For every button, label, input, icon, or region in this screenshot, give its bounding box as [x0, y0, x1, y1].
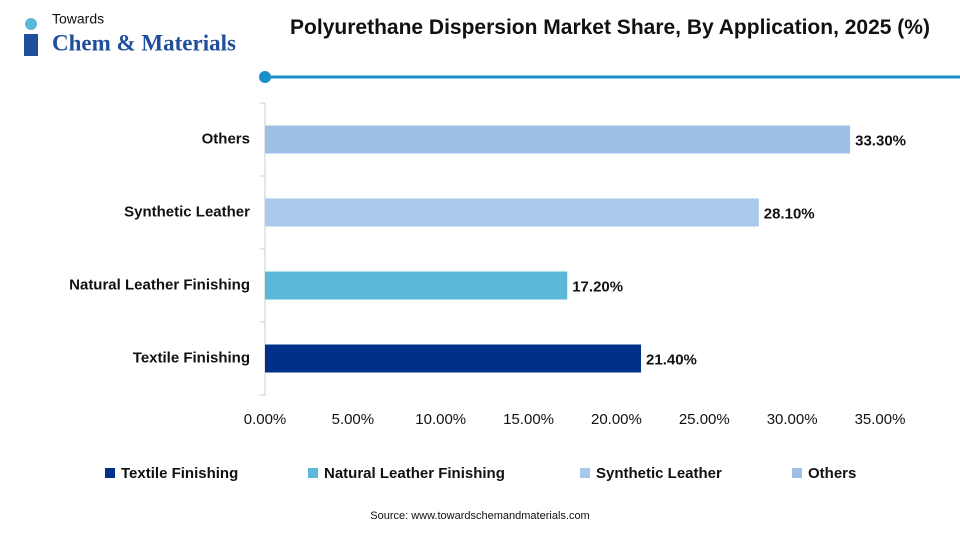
logo-icon: [25, 18, 37, 30]
x-tick-label: 30.00%: [767, 411, 818, 428]
y-tick-label: Natural Leather Finishing: [69, 276, 250, 293]
value-label: 33.30%: [855, 132, 906, 149]
value-label: 21.40%: [646, 351, 697, 368]
x-tick-label: 35.00%: [855, 411, 906, 428]
x-tick-label: 15.00%: [503, 411, 554, 428]
bar: [265, 125, 851, 154]
logo: Towards Chem & Materials: [24, 11, 236, 56]
legend-label: Others: [808, 465, 856, 482]
x-tick-label: 5.00%: [332, 411, 375, 428]
legend-swatch: [580, 468, 590, 478]
y-tick-label: Others: [202, 130, 250, 147]
value-label: 17.20%: [572, 278, 623, 295]
x-tick-label: 0.00%: [244, 411, 287, 428]
value-label: 28.10%: [764, 205, 815, 222]
legend-swatch: [105, 468, 115, 478]
logo-large: Chem & Materials: [52, 30, 236, 55]
legend-label: Textile Finishing: [121, 465, 238, 482]
bar: [265, 271, 568, 300]
header-dot: [259, 71, 271, 83]
legend-swatch: [308, 468, 318, 478]
y-tick-label: Textile Finishing: [133, 349, 250, 366]
legend-label: Natural Leather Finishing: [324, 465, 505, 482]
chart-title: Polyurethane Dispersion Market Share, By…: [290, 16, 930, 39]
legend-label: Synthetic Leather: [596, 465, 722, 482]
y-tick-label: Synthetic Leather: [124, 203, 250, 220]
x-tick-label: 25.00%: [679, 411, 730, 428]
legend-swatch: [792, 468, 802, 478]
bar: [265, 344, 642, 373]
source: Source: www.towardschemandmaterials.com: [370, 510, 589, 522]
logo-small: Towards: [52, 11, 104, 27]
x-tick-label: 10.00%: [415, 411, 466, 428]
logo-icon: [24, 34, 38, 56]
bar: [265, 198, 759, 227]
x-tick-label: 20.00%: [591, 411, 642, 428]
